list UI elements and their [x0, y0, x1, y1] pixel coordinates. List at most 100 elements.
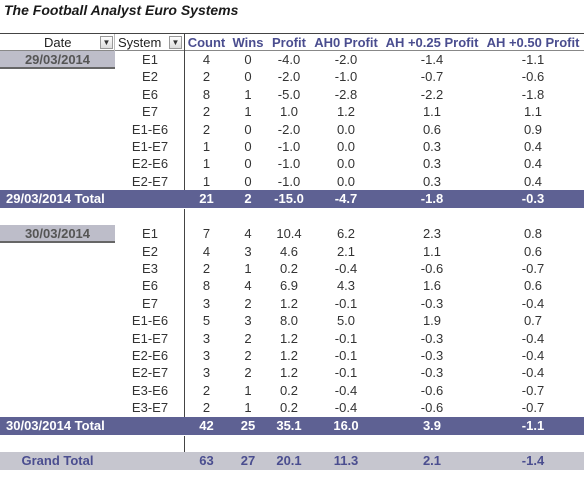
- date-group-label[interactable]: 29/03/2014: [0, 51, 115, 69]
- count-header[interactable]: Count: [187, 35, 226, 50]
- wins-cell[interactable]: 2: [244, 330, 252, 346]
- wins-cell[interactable]: 1: [244, 104, 252, 120]
- ah050-profit-cell[interactable]: 0.6: [523, 278, 543, 294]
- ah0-profit-cell[interactable]: -0.1: [334, 348, 358, 363]
- profit-cell[interactable]: -1.0: [277, 156, 301, 172]
- ah0-profit-cell[interactable]: -2.8: [334, 86, 358, 102]
- ah050-profit-cell[interactable]: -0.4: [521, 365, 545, 381]
- ah0-profit-cell[interactable]: -1.0: [334, 69, 358, 85]
- profit-cell[interactable]: -1.0: [277, 173, 301, 189]
- profit-cell[interactable]: 1.2: [279, 295, 299, 311]
- ah0-profit-cell[interactable]: -0.1: [334, 365, 358, 381]
- profit-cell[interactable]: -2.0: [277, 121, 301, 137]
- ah0-profit-cell[interactable]: 0.0: [336, 156, 356, 172]
- ah025-profit-cell[interactable]: 0.3: [422, 139, 442, 154]
- profit-header[interactable]: Profit: [272, 35, 306, 50]
- system-cell[interactable]: E7: [142, 295, 158, 311]
- ah050-profit-cell[interactable]: -0.4: [521, 330, 545, 346]
- system-cell[interactable]: E7: [142, 104, 158, 120]
- ah0-profit-cell[interactable]: 4.3: [336, 278, 356, 294]
- profit-cell[interactable]: 1.0: [279, 104, 299, 120]
- ah025-profit-cell[interactable]: 0.6: [422, 121, 442, 137]
- profit-cell[interactable]: 1.2: [279, 330, 299, 346]
- system-cell[interactable]: E1-E7: [131, 139, 169, 154]
- group-total-label[interactable]: 30/03/2014 Total: [6, 417, 105, 433]
- ah0-profit-cell[interactable]: 0.0: [336, 139, 356, 154]
- profit-cell[interactable]: 1.2: [279, 348, 299, 363]
- ah0-profit-cell[interactable]: -0.4: [334, 261, 358, 276]
- ah0-profit-cell[interactable]: -0.1: [334, 295, 358, 311]
- grand-profit-cell[interactable]: 20.1: [276, 452, 302, 468]
- system-cell[interactable]: E1-E6: [131, 121, 169, 137]
- system-cell[interactable]: E6: [142, 278, 158, 294]
- wins-cell[interactable]: 1: [244, 382, 252, 398]
- system-cell[interactable]: E2: [142, 243, 158, 259]
- total-profit-cell[interactable]: -15.0: [274, 191, 304, 207]
- ah050-profit-cell[interactable]: -0.7: [521, 261, 545, 276]
- system-cell[interactable]: E3: [142, 261, 158, 276]
- wins-cell[interactable]: 2: [244, 295, 252, 311]
- total-wins-cell[interactable]: 2: [244, 191, 252, 207]
- system-cell[interactable]: E1: [142, 52, 158, 67]
- ah0-profit-cell[interactable]: -0.4: [334, 382, 358, 398]
- profit-cell[interactable]: -2.0: [277, 69, 301, 85]
- profit-cell[interactable]: 10.4: [276, 226, 302, 242]
- ah050-profit-header[interactable]: AH +0.50 Profit: [486, 35, 580, 50]
- count-cell[interactable]: 4: [202, 52, 211, 67]
- count-cell[interactable]: 2: [202, 261, 211, 276]
- ah025-profit-cell[interactable]: 0.3: [422, 156, 442, 172]
- wins-cell[interactable]: 1: [244, 261, 252, 276]
- ah050-profit-cell[interactable]: 0.6: [523, 243, 543, 259]
- system-cell[interactable]: E1-E7: [131, 330, 169, 346]
- ah025-profit-cell[interactable]: -0.6: [420, 400, 444, 416]
- ah050-profit-cell[interactable]: 0.4: [523, 173, 543, 189]
- ah050-profit-cell[interactable]: -1.8: [521, 86, 545, 102]
- ah025-profit-cell[interactable]: -1.4: [420, 52, 444, 67]
- ah0-profit-cell[interactable]: 1.2: [336, 104, 356, 120]
- count-cell[interactable]: 3: [202, 365, 211, 381]
- count-cell[interactable]: 1: [202, 173, 211, 189]
- count-cell[interactable]: 5: [202, 313, 211, 329]
- wins-cell[interactable]: 1: [244, 400, 252, 416]
- profit-cell[interactable]: 6.9: [279, 278, 299, 294]
- ah050-profit-cell[interactable]: -0.4: [521, 295, 545, 311]
- total-wins-cell[interactable]: 25: [240, 417, 256, 433]
- count-cell[interactable]: 2: [202, 104, 211, 120]
- system-cell[interactable]: E3-E6: [131, 382, 169, 398]
- ah050-profit-cell[interactable]: -0.4: [521, 348, 545, 363]
- ah025-profit-cell[interactable]: 1.1: [422, 104, 442, 120]
- ah025-profit-cell[interactable]: 2.3: [422, 226, 442, 242]
- profit-cell[interactable]: 0.2: [279, 382, 299, 398]
- ah0-profit-cell[interactable]: 2.1: [336, 243, 356, 259]
- grand-wins-cell[interactable]: 27: [240, 452, 256, 468]
- ah050-profit-cell[interactable]: 1.1: [523, 104, 543, 120]
- ah050-profit-cell[interactable]: 0.4: [523, 139, 543, 154]
- system-cell[interactable]: E6: [142, 86, 158, 102]
- system-cell[interactable]: E2-E7: [131, 173, 169, 189]
- profit-cell[interactable]: 1.2: [279, 365, 299, 381]
- grand-ah0-profit-cell[interactable]: 11.3: [333, 452, 359, 468]
- wins-cell[interactable]: 1: [244, 86, 252, 102]
- total-ah0-profit-cell[interactable]: -4.7: [334, 191, 358, 207]
- ah025-profit-header[interactable]: AH +0.25 Profit: [385, 35, 479, 50]
- count-cell[interactable]: 1: [202, 156, 211, 172]
- system-cell[interactable]: E1: [142, 226, 158, 242]
- ah0-profit-cell[interactable]: -0.1: [334, 330, 358, 346]
- count-cell[interactable]: 1: [202, 139, 211, 154]
- count-cell[interactable]: 2: [202, 382, 211, 398]
- wins-cell[interactable]: 2: [244, 365, 252, 381]
- profit-cell[interactable]: -5.0: [277, 86, 301, 102]
- count-cell[interactable]: 2: [202, 121, 211, 137]
- total-profit-cell[interactable]: 35.1: [276, 417, 302, 433]
- ah025-profit-cell[interactable]: 1.9: [422, 313, 442, 329]
- wins-cell[interactable]: 4: [244, 278, 252, 294]
- ah025-profit-cell[interactable]: 0.3: [422, 173, 442, 189]
- ah0-profit-header[interactable]: AH0 Profit: [314, 35, 378, 50]
- wins-cell[interactable]: 0: [244, 139, 252, 154]
- ah025-profit-cell[interactable]: -0.6: [420, 382, 444, 398]
- ah025-profit-cell[interactable]: -0.3: [420, 365, 444, 381]
- system-field-header[interactable]: System ▼: [115, 34, 185, 52]
- total-ah050-profit-cell[interactable]: -0.3: [521, 191, 545, 207]
- dropdown-arrow-icon[interactable]: ▼: [169, 36, 182, 49]
- ah0-profit-cell[interactable]: 5.0: [336, 313, 356, 329]
